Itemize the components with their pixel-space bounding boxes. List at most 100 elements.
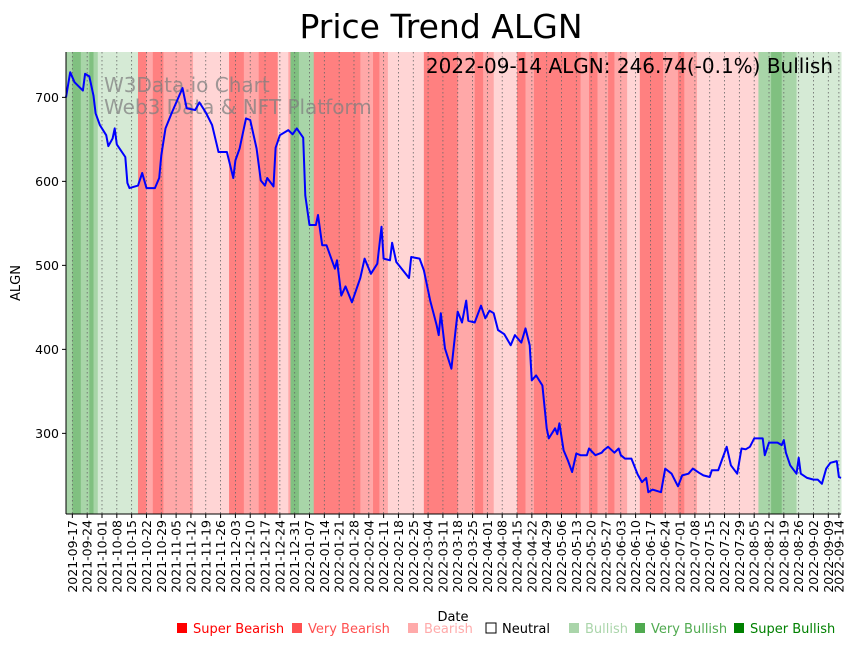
x-tick-label: 2022-08-12 bbox=[762, 520, 777, 593]
x-tick-label: 2021-11-12 bbox=[183, 520, 198, 593]
y-axis-label: ALGN bbox=[9, 265, 24, 301]
watermark-line-2: Web3 Data & NFT Platform bbox=[104, 95, 372, 119]
x-tick-label: 2022-02-25 bbox=[406, 520, 421, 593]
sentiment-band bbox=[457, 52, 476, 514]
legend: Super Bearish Very Bearish Bearish Neutral B… bbox=[177, 622, 835, 637]
x-tick-label: 2022-09-14 bbox=[831, 520, 846, 593]
x-tick-label: 2022-04-22 bbox=[524, 520, 539, 593]
legend-swatch bbox=[485, 622, 497, 634]
x-tick-label: 2022-02-04 bbox=[361, 520, 376, 593]
sentiment-band bbox=[258, 52, 279, 514]
x-tick-label: 2022-05-13 bbox=[569, 520, 584, 593]
x-axis-label: Date bbox=[437, 610, 468, 625]
sentiment-band bbox=[580, 52, 590, 514]
x-tick-label: 2022-07-01 bbox=[673, 520, 688, 593]
x-tick-label: 2021-10-08 bbox=[109, 520, 124, 593]
sentiment-band bbox=[137, 52, 147, 514]
vertical-gridlines bbox=[71, 52, 840, 514]
legend-swatch bbox=[408, 623, 418, 633]
sentiment-band bbox=[373, 52, 380, 514]
x-tick-label: 2022-03-25 bbox=[465, 520, 480, 593]
legend-swatch bbox=[569, 623, 579, 633]
sentiment-band bbox=[277, 52, 289, 514]
x-tick-label: 2022-08-26 bbox=[791, 520, 806, 593]
sentiment-band bbox=[163, 52, 194, 514]
x-tick-label: 2022-02-11 bbox=[376, 520, 391, 593]
legend-swatch bbox=[635, 623, 645, 633]
sentiment-band bbox=[243, 52, 260, 514]
sentiment-band bbox=[360, 52, 374, 514]
x-tick-label: 2021-10-29 bbox=[154, 520, 169, 593]
sentiment-band bbox=[627, 52, 641, 514]
x-tick-label: 2021-11-26 bbox=[213, 520, 228, 593]
sentiment-band bbox=[684, 52, 698, 514]
x-tick-label: 2022-03-04 bbox=[421, 520, 436, 593]
sentiment-band bbox=[290, 52, 300, 514]
y-axis-ticks: 300 400 500 600 700 bbox=[35, 90, 66, 441]
sentiment-band bbox=[387, 52, 425, 514]
x-tick-label: 2021-12-31 bbox=[287, 520, 302, 593]
x-tick-label: 2022-09-02 bbox=[806, 520, 821, 593]
x-tick-label: 2022-08-05 bbox=[747, 520, 762, 593]
sentiment-band bbox=[298, 52, 315, 514]
sentiment-band bbox=[758, 52, 772, 514]
x-tick-label: 2022-07-15 bbox=[702, 520, 717, 593]
legend-label: Super Bearish bbox=[193, 622, 284, 637]
legend-item: Very Bullish bbox=[635, 622, 727, 637]
legend-item: Super Bullish bbox=[734, 622, 835, 637]
x-tick-label: 2022-03-18 bbox=[450, 520, 465, 593]
sentiment-band bbox=[493, 52, 518, 514]
x-tick-label: 2022-05-27 bbox=[598, 520, 613, 593]
x-tick-label: 2021-12-10 bbox=[243, 520, 258, 593]
legend-label: Super Bullish bbox=[750, 622, 835, 637]
x-tick-label: 2022-01-28 bbox=[346, 520, 361, 593]
x-tick-label: 2022-06-03 bbox=[613, 520, 628, 593]
y-tick-label: 400 bbox=[35, 342, 59, 357]
x-tick-label: 2021-10-01 bbox=[94, 520, 109, 593]
sentiment-band bbox=[80, 52, 90, 514]
x-tick-label: 2022-05-06 bbox=[554, 520, 569, 593]
price-line bbox=[65, 71, 842, 494]
sentiment-band bbox=[66, 52, 73, 514]
legend-label: Neutral bbox=[502, 622, 550, 637]
sentiment-band bbox=[781, 52, 798, 514]
x-tick-label: 2022-04-01 bbox=[480, 520, 495, 593]
y-tick-label: 500 bbox=[35, 258, 59, 273]
sentiment-band bbox=[193, 52, 230, 514]
x-tick-label: 2022-06-10 bbox=[628, 520, 643, 593]
x-tick-label: 2022-07-08 bbox=[687, 520, 702, 593]
y-tick-label: 300 bbox=[35, 426, 59, 441]
sentiment-bands bbox=[66, 52, 842, 514]
sentiment-band bbox=[288, 52, 291, 514]
sentiment-band bbox=[379, 52, 389, 514]
sentiment-band bbox=[97, 52, 139, 514]
sentiment-band bbox=[597, 52, 609, 514]
x-tick-label: 2022-01-14 bbox=[317, 520, 332, 593]
sentiment-band bbox=[677, 52, 685, 514]
x-tick-label: 2022-01-07 bbox=[302, 520, 317, 593]
x-tick-label: 2021-09-17 bbox=[65, 520, 80, 593]
sentiment-band bbox=[608, 52, 615, 514]
sentiment-band bbox=[525, 52, 535, 514]
legend-item: Neutral bbox=[485, 622, 550, 637]
sentiment-band bbox=[93, 52, 99, 514]
watermark-line-1: W3Data.io Chart bbox=[104, 73, 270, 97]
x-tick-label: 2021-12-24 bbox=[272, 520, 287, 593]
x-tick-label: 2022-04-08 bbox=[495, 520, 510, 593]
legend-item: Super Bearish bbox=[177, 622, 284, 637]
x-tick-label: 2022-08-19 bbox=[776, 520, 791, 593]
legend-label: Bullish bbox=[585, 622, 628, 637]
x-tick-label: 2022-04-15 bbox=[510, 520, 525, 593]
price-annotation: 2022-09-14 ALGN: 246.74(-0.1%) Bullish bbox=[426, 54, 833, 78]
sentiment-band bbox=[589, 52, 598, 514]
sentiment-band bbox=[639, 52, 664, 514]
legend-label: Very Bearish bbox=[308, 622, 390, 637]
legend-item: Bullish bbox=[569, 622, 628, 637]
legend-item: Very Bearish bbox=[292, 622, 390, 637]
x-tick-label: 2022-09-09 bbox=[821, 520, 836, 593]
x-tick-label: 2022-07-29 bbox=[732, 520, 747, 593]
x-tick-label: 2021-11-19 bbox=[198, 520, 213, 593]
legend-swatch bbox=[177, 623, 187, 633]
legend-swatch bbox=[292, 623, 302, 633]
